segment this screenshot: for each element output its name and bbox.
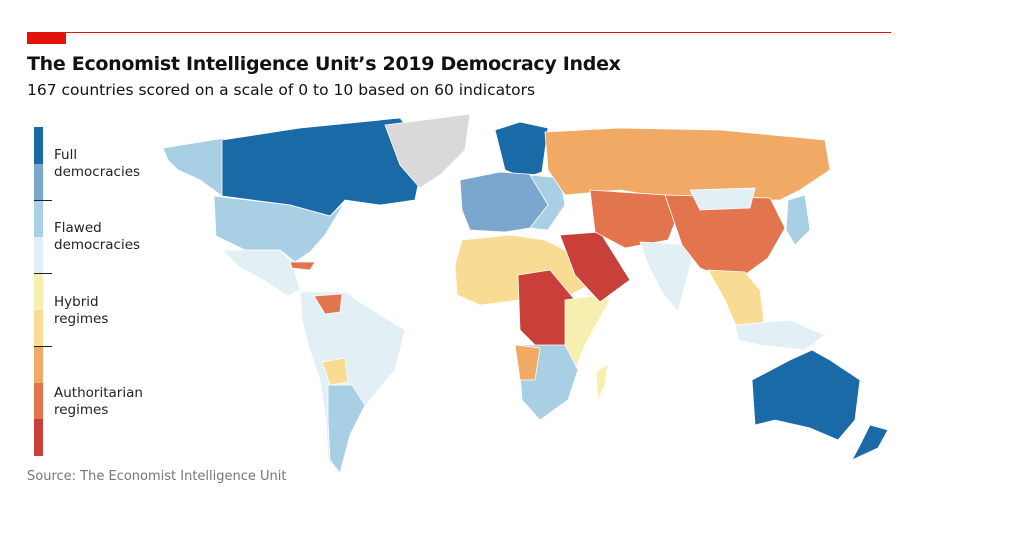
- legend-divider: [34, 346, 52, 347]
- legend-divider: [34, 273, 52, 274]
- legend-swatch: [34, 127, 43, 164]
- legend-label-authoritarian: Authoritarian regimes: [54, 385, 143, 418]
- region-caribbean: [289, 261, 316, 271]
- region-mexico: [221, 249, 301, 297]
- region-alaska: [162, 137, 226, 197]
- region-mongolia: [689, 187, 756, 211]
- legend-divider: [34, 200, 52, 201]
- region-madagascar: [595, 363, 609, 402]
- legend-swatch: [34, 309, 43, 346]
- region-greenland: [384, 113, 471, 189]
- legend-swatch: [34, 346, 43, 383]
- legend-swatch: [34, 163, 43, 200]
- region-bolivia: [321, 357, 349, 386]
- region-south-america: [299, 291, 406, 476]
- region-new-zealand: [851, 424, 889, 461]
- chart-title: The Economist Intelligence Unit’s 2019 D…: [27, 53, 621, 75]
- brand-tag: [27, 32, 66, 44]
- chart-subtitle: 167 countries scored on a scale of 0 to …: [27, 81, 536, 99]
- source-note: Source: The Economist Intelligence Unit: [27, 469, 287, 484]
- region-indonesia: [734, 319, 826, 351]
- region-korea-japan: [785, 194, 811, 246]
- region-africa-southwest: [514, 344, 541, 381]
- region-china: [664, 194, 786, 283]
- region-middle-east: [559, 231, 631, 303]
- legend-swatch: [34, 419, 43, 456]
- top-rule: [27, 32, 891, 33]
- legend-color-scale: [34, 127, 43, 456]
- legend-swatch: [34, 200, 43, 237]
- legend-swatch: [34, 273, 43, 310]
- legend-label-hybrid: Hybrid regimes: [54, 294, 109, 327]
- region-australia: [751, 349, 861, 441]
- legend-swatch: [34, 382, 43, 419]
- region-russia: [544, 127, 831, 201]
- legend-label-full: Full democracies: [54, 147, 141, 180]
- region-india: [639, 241, 696, 313]
- region-venezuela: [313, 293, 343, 315]
- region-chile-argentina: [327, 384, 366, 474]
- legend-swatch: [34, 236, 43, 273]
- region-scandinavia: [494, 121, 549, 179]
- region-usa: [213, 195, 346, 263]
- legend-label-flawed: Flawed democracies: [54, 220, 141, 253]
